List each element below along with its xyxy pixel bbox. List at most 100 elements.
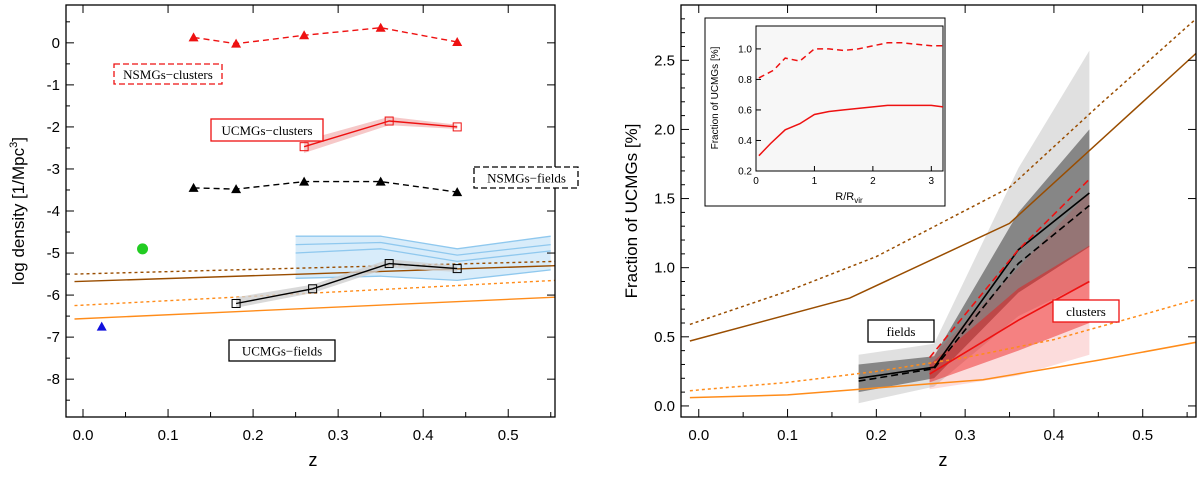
ucmg-fields-marker	[452, 264, 462, 274]
clusters-solid-line	[929, 280, 1090, 375]
nsmg-clusters-box	[113, 63, 223, 85]
left-y-tick-label: -3	[47, 161, 60, 178]
inset-x-tick-label: 2	[870, 176, 876, 187]
nsmg-clusters-line	[193, 26, 458, 45]
left-y-axis-label-main: log density [1/Mpc	[9, 147, 28, 285]
ucmg-fields-marker	[231, 298, 241, 308]
left-panel: 0.0 0.1 0.2 0.3 0.4 0.5 0 -1 -2 -3 -4 -5 -6 -7 -8 NSMG…	[8, 4, 579, 470]
right-y-tick-label: 0.0	[654, 398, 675, 415]
right-panel: 0.0 0.1 0.2 0.3 0.4 0.5 0.0 0.5 1.0 1.5 2.0 2.5 fie…	[622, 4, 1197, 470]
left-y-tick-label: 0	[52, 35, 60, 52]
brown-solid-line	[74, 265, 555, 283]
ucmg-clusters-line	[303, 120, 458, 148]
fields-label-box	[867, 319, 935, 343]
fields-wide-band	[858, 50, 1090, 404]
left-y-axis-label-sup: 3	[8, 142, 20, 148]
clusters-label-box	[1052, 299, 1120, 323]
clusters-inner-band	[929, 245, 1090, 383]
ucmg-fields-label: UCMGs−fields	[242, 344, 322, 359]
green-point-marker	[137, 243, 149, 255]
right-y-tick-label: 2.5	[654, 52, 675, 69]
nsmg-clusters-marker	[452, 36, 463, 46]
inset-dashed-line	[758, 42, 943, 79]
inset-y-tick-label: 0.2	[738, 167, 752, 178]
ucmg-fields-band	[236, 259, 458, 308]
ucmg-clusters-marker	[384, 116, 394, 126]
ucmg-clusters-band	[304, 116, 458, 153]
inset-solid-line	[758, 104, 943, 157]
inset-plot-frame	[755, 25, 944, 172]
right-x-tick-label: 0.2	[866, 427, 887, 444]
left-x-tick-label: 0.5	[498, 427, 519, 444]
left-x-tick-label: 0.0	[73, 427, 94, 444]
inset-y-tick-label: 1.0	[738, 44, 752, 55]
inset-x-axis-label: R/Rvir	[835, 191, 863, 205]
right-x-tick-label: 0.0	[688, 427, 709, 444]
right-plot-frame	[680, 4, 1197, 418]
ucmg-clusters-box	[210, 118, 324, 142]
nsmg-fields-label: NSMGs−fields	[487, 171, 566, 186]
left-x-tick-label: 0.1	[158, 427, 179, 444]
inset-x-tick-label: 0	[753, 176, 759, 187]
right-orange-solid-line	[689, 341, 1196, 399]
left-x-tick-label: 0.4	[413, 427, 434, 444]
fields-inner-band	[858, 129, 1090, 393]
nsmg-fields-marker	[375, 176, 386, 186]
inset-chart: 0 1 2 3 0.2 0.4 0.6 0.8 1.0 R/Rvir Fraction of U…	[704, 17, 946, 207]
right-x-tick-label: 0.3	[955, 427, 976, 444]
left-y-tick-label: -7	[47, 329, 60, 346]
clusters-wide-band	[929, 191, 1090, 390]
clusters-dashed-line	[928, 178, 1090, 359]
inset-y-tick-label: 0.4	[738, 136, 752, 147]
nsmg-clusters-marker	[375, 22, 386, 32]
inset-y-tick-label: 0.8	[738, 75, 752, 86]
fields-label: fields	[887, 324, 916, 339]
right-y-tick-label: 0.5	[654, 329, 675, 346]
left-y-tick-label: -2	[47, 119, 60, 136]
right-y-axis-label: Fraction of UCMGs [%]	[622, 124, 641, 299]
left-y-tick-label: -4	[47, 203, 60, 220]
right-x-tick-label: 0.1	[777, 427, 798, 444]
right-brown-solid-line	[689, 52, 1196, 342]
left-y-tick-label: -1	[47, 77, 60, 94]
nsmg-fields-marker	[452, 187, 463, 197]
ucmg-clusters-marker	[452, 122, 462, 132]
fields-solid-line	[858, 192, 1090, 380]
left-x-tick-label: 0.3	[328, 427, 349, 444]
nsmg-clusters-label: NSMGs−clusters	[123, 67, 213, 82]
left-x-tick-label: 0.2	[243, 427, 264, 444]
right-y-tick-label: 1.0	[654, 260, 675, 277]
ucmg-fields-box	[228, 339, 336, 362]
nsmg-fields-box	[473, 166, 579, 189]
right-x-tick-label: 0.5	[1132, 427, 1153, 444]
left-y-axis-label-tail: ]	[9, 137, 28, 142]
left-x-axis-label: z	[309, 450, 318, 470]
lightblue-inner-lower-line	[295, 248, 551, 263]
nsmg-clusters-marker	[299, 30, 310, 40]
inset-y-axis-label: Fraction of UCMGs [%]	[710, 46, 721, 149]
ucmg-clusters-marker	[299, 142, 309, 152]
left-y-tick-label: -8	[47, 371, 60, 388]
left-y-axis-label: log density [1/Mpc3]	[8, 137, 28, 285]
nsmg-clusters-marker	[231, 38, 242, 48]
right-orange-dotted-line	[689, 298, 1196, 392]
blue-point-marker	[96, 321, 107, 331]
nsmg-fields-marker	[299, 176, 310, 186]
right-x-tick-label: 0.4	[1044, 427, 1065, 444]
ucmg-clusters-label: UCMGs−clusters	[221, 123, 312, 138]
brown-dotted-line	[74, 260, 555, 275]
clusters-label: clusters	[1066, 304, 1106, 319]
right-y-tick-label: 2.0	[654, 121, 675, 138]
ucmg-fields-marker	[308, 284, 318, 294]
left-y-tick-label: -5	[47, 245, 60, 262]
inset-x-axis-label-sub: vir	[854, 196, 863, 205]
inset-x-tick-label: 1	[812, 176, 818, 187]
nsmg-fields-marker	[188, 182, 199, 192]
ucmg-fields-line	[235, 262, 458, 305]
nsmg-fields-marker	[231, 184, 242, 194]
lightblue-upper-line	[295, 235, 551, 250]
nsmg-clusters-marker	[188, 32, 199, 42]
inset-y-tick-label: 0.6	[738, 105, 752, 116]
lightblue-inner-upper-line	[295, 241, 551, 256]
